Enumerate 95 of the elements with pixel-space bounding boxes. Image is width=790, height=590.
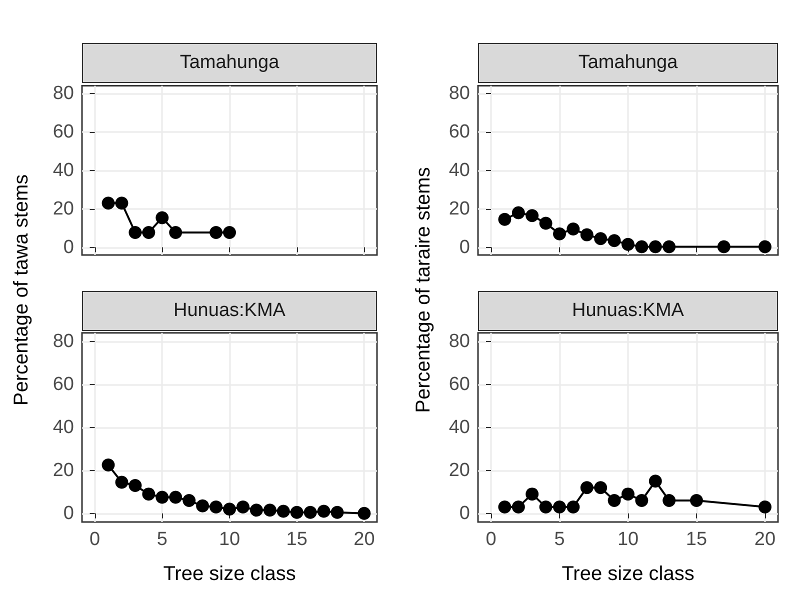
y-tick-label: 60 — [52, 121, 74, 142]
point — [566, 500, 580, 514]
y-axis-title: Percentage of tawa stems — [10, 174, 34, 406]
point — [539, 500, 552, 514]
y-tick-label: 20 — [448, 460, 470, 481]
point — [498, 500, 512, 514]
point — [553, 227, 566, 240]
y-tick-label: 40 — [52, 416, 74, 438]
y-tick-label: 0 — [459, 502, 470, 524]
point — [128, 478, 142, 492]
point — [156, 490, 169, 504]
point — [115, 196, 128, 210]
x-tick-label: 10 — [617, 529, 639, 550]
point — [539, 216, 552, 230]
point — [102, 458, 115, 472]
x-axis-title: Tree size class — [562, 563, 694, 585]
point — [690, 494, 703, 508]
x-tick-label: 5 — [156, 529, 168, 550]
x-tick-label: 15 — [686, 529, 708, 550]
point — [317, 504, 330, 518]
point — [635, 240, 648, 254]
point — [608, 234, 621, 248]
point — [196, 499, 210, 512]
x-tick-label: 20 — [754, 529, 776, 550]
chart-title: Hunuas:KMA — [478, 291, 778, 331]
chart-title: Tamahunga — [478, 43, 778, 83]
point — [662, 240, 676, 254]
x-axis-title: Tree size class — [163, 563, 296, 585]
point — [622, 238, 634, 251]
point — [236, 500, 250, 514]
y-tick-label: 80 — [52, 83, 74, 104]
x-tick-label: 0 — [486, 529, 496, 550]
point — [223, 502, 236, 516]
point — [290, 506, 304, 519]
point — [594, 481, 608, 494]
point — [662, 494, 676, 508]
point — [169, 490, 182, 504]
point — [182, 494, 196, 508]
point — [263, 504, 276, 517]
x-tick-label: 10 — [218, 529, 240, 550]
y-tick-label: 20 — [448, 198, 470, 220]
point — [115, 476, 128, 489]
point — [210, 226, 223, 239]
point — [622, 488, 634, 501]
y-tick-label: 60 — [52, 374, 74, 395]
y-tick-label: 0 — [63, 502, 74, 524]
point — [276, 504, 290, 518]
point — [169, 226, 182, 239]
point — [210, 500, 223, 514]
y-tick-label: 60 — [448, 374, 470, 395]
y-tick-label: 0 — [63, 236, 74, 258]
x-tick-label: 5 — [554, 529, 565, 550]
point — [156, 211, 169, 224]
point — [250, 504, 263, 517]
y-tick-label: 80 — [52, 331, 74, 352]
point — [717, 240, 730, 254]
chart-title: Tamahunga — [82, 43, 377, 83]
x-tick-label: 20 — [354, 529, 375, 550]
point — [566, 222, 580, 236]
y-tick-label: 20 — [52, 460, 74, 481]
y-tick-label: 80 — [448, 331, 470, 352]
point — [758, 500, 772, 514]
y-tick-label: 80 — [448, 83, 470, 104]
point — [580, 228, 594, 242]
point — [102, 196, 115, 210]
point — [580, 481, 594, 494]
point — [223, 226, 236, 239]
point — [526, 209, 539, 222]
point — [304, 506, 317, 519]
point — [128, 226, 142, 239]
y-tick-label: 40 — [448, 160, 470, 181]
point — [358, 506, 371, 520]
y-tick-label: 40 — [52, 160, 74, 181]
point — [608, 494, 621, 508]
point — [142, 488, 156, 501]
point — [648, 474, 662, 488]
y-axis-title: Percentage of taraire stems — [412, 167, 436, 413]
point — [142, 226, 156, 239]
chart-title: Hunuas:KMA — [82, 291, 377, 331]
y-tick-label: 20 — [52, 198, 74, 220]
point — [594, 232, 608, 246]
point — [758, 240, 772, 254]
point — [526, 488, 539, 501]
y-tick-label: 60 — [448, 121, 470, 142]
point — [512, 206, 525, 220]
point — [512, 500, 525, 514]
y-tick-label: 0 — [459, 236, 470, 258]
point — [553, 500, 566, 514]
point — [498, 212, 512, 226]
x-tick-label: 15 — [286, 529, 308, 550]
point — [648, 240, 662, 254]
point — [635, 494, 648, 508]
point — [330, 506, 344, 519]
x-tick-label: 0 — [90, 529, 100, 550]
y-tick-label: 40 — [448, 416, 470, 438]
